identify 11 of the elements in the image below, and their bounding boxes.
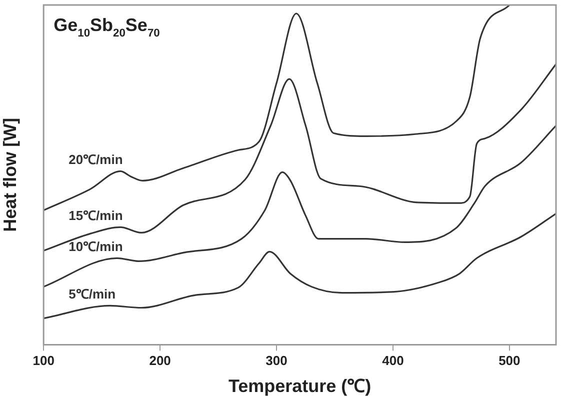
- x-tick-label: 100: [32, 353, 54, 368]
- x-tick-label: 400: [382, 353, 404, 368]
- series-label: 10℃/min: [68, 239, 123, 254]
- y-axis-title: Heat flow [W]: [0, 118, 20, 232]
- x-tick-label: 300: [266, 353, 288, 368]
- x-tick-label: 500: [498, 353, 520, 368]
- series-label: 5℃/min: [68, 286, 116, 302]
- x-tick-label: 200: [149, 353, 171, 368]
- series-label: 15℃/min: [68, 208, 123, 224]
- x-axis-title: Temperature (℃): [228, 376, 372, 396]
- series-label: 20℃/min: [68, 152, 123, 168]
